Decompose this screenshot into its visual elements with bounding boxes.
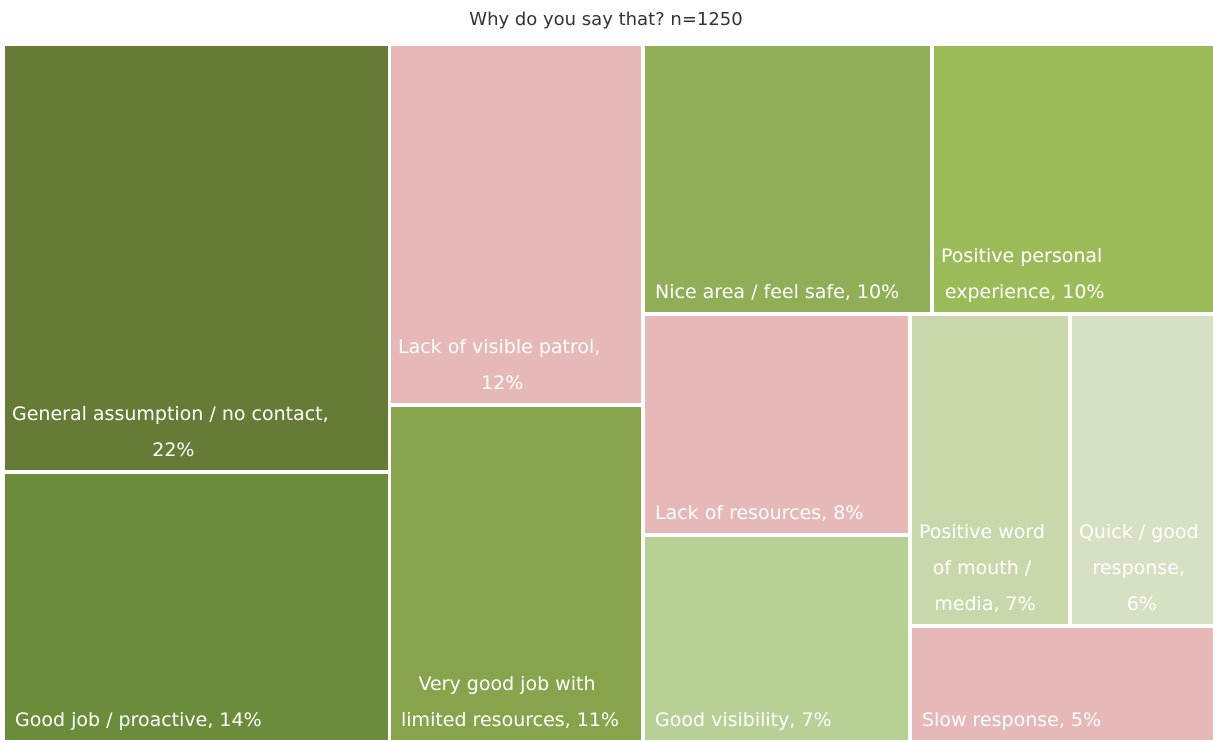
tile-label: Lack of resources, 8% <box>655 502 863 524</box>
tile-label: Nice area / feel safe, 10% <box>655 281 899 303</box>
tile-label: Lack of visible patrol, 12% <box>398 336 606 394</box>
tile-label: Positive personal experience, 10% <box>941 245 1108 303</box>
tile <box>5 46 388 470</box>
tile <box>391 46 641 403</box>
tile <box>645 537 908 740</box>
tile-label: Good job / proactive, 14% <box>15 709 262 731</box>
tile-label: Quick / good response, 6% <box>1079 521 1205 615</box>
tile <box>391 407 641 740</box>
tile <box>645 46 930 312</box>
chart-title: Why do you say that? n=1250 <box>469 9 742 30</box>
tile <box>934 46 1213 312</box>
tile <box>5 474 388 740</box>
tile-label: Good visibility, 7% <box>655 709 832 731</box>
tile-label: Slow response, 5% <box>922 709 1101 731</box>
tile <box>1072 316 1213 624</box>
tile <box>912 316 1068 624</box>
tile <box>912 628 1213 740</box>
tile-label: Positive word of mouth / media, 7% <box>919 521 1051 615</box>
tile-label: Very good job with limited resources, 11… <box>401 673 619 731</box>
tile-label: General assumption / no contact, 22% <box>12 403 335 461</box>
tile <box>645 316 908 533</box>
